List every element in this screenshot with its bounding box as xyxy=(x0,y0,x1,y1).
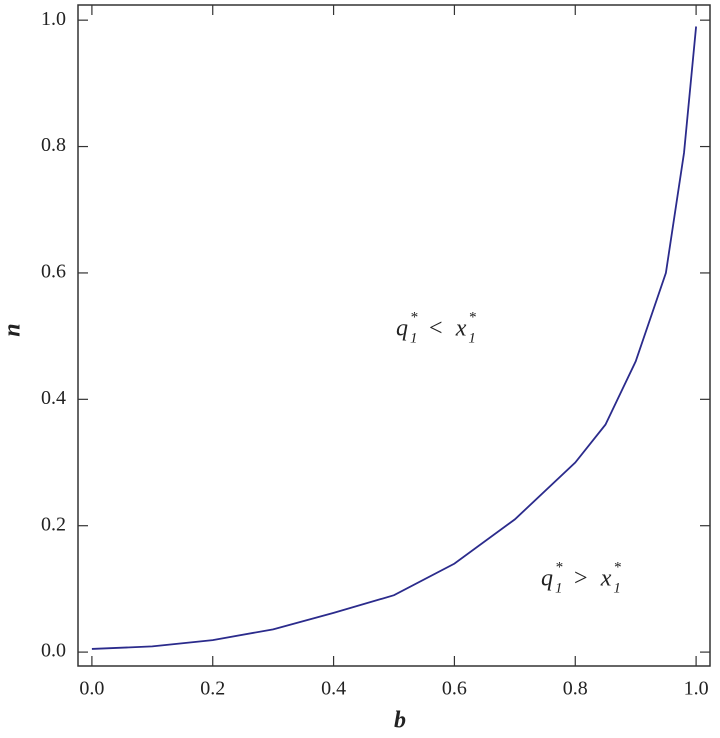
y-tick-label: 0.8 xyxy=(41,134,66,156)
annotation-sup: * xyxy=(613,559,621,575)
y-tick-label: 0.2 xyxy=(41,513,66,535)
y-tick-label: 1.0 xyxy=(41,8,66,30)
x-tick-label: 0.4 xyxy=(321,678,346,700)
annotation-sub: 1 xyxy=(410,330,418,346)
annotation: x xyxy=(600,566,612,592)
annotation: > xyxy=(573,566,589,592)
x-tick-label: 0.2 xyxy=(200,678,225,700)
annotation-sub: 1 xyxy=(555,580,563,596)
x-tick-label: 0.8 xyxy=(563,678,588,700)
plot-frame xyxy=(77,4,711,667)
y-axis-label: n xyxy=(0,323,26,336)
annotation-sub: 1 xyxy=(468,330,476,346)
x-tick-label: 0.6 xyxy=(442,678,467,700)
y-tick-label: 0.4 xyxy=(41,387,66,409)
annotation-sup: * xyxy=(410,309,418,325)
annotation: q xyxy=(541,566,553,592)
curve xyxy=(91,26,697,650)
annotation-sup: * xyxy=(468,309,476,325)
annotation-sup: * xyxy=(555,559,563,575)
annotation-sub: 1 xyxy=(613,580,621,596)
annotation: x xyxy=(455,316,467,342)
y-tick-label: 0.0 xyxy=(41,640,66,662)
annotation: < xyxy=(428,316,444,342)
annotation: q xyxy=(396,316,408,342)
x-tick-label: 0.0 xyxy=(79,678,104,700)
y-tick-label: 0.6 xyxy=(41,261,66,283)
x-axis-label: b xyxy=(394,708,406,734)
x-tick-label: 1.0 xyxy=(684,678,709,700)
